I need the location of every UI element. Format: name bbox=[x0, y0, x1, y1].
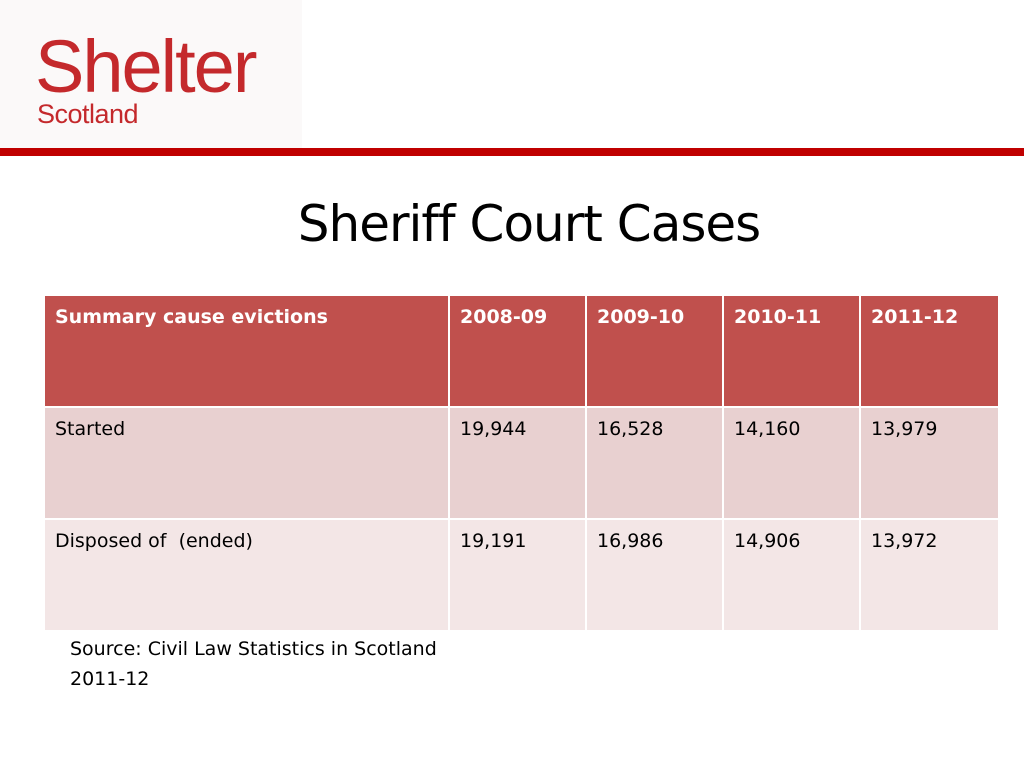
table-cell: 14,160 bbox=[722, 406, 861, 520]
table-row: Disposed of (ended) 19,191 16,986 14,906… bbox=[43, 518, 1000, 632]
column-header: 2009-10 bbox=[585, 294, 724, 408]
table-row: Started 19,944 16,528 14,160 13,979 bbox=[43, 406, 1000, 520]
row-label: Disposed of (ended) bbox=[43, 518, 450, 632]
table-cell: 19,944 bbox=[448, 406, 587, 520]
logo: Shelter Scotland bbox=[0, 0, 302, 148]
table-cell: 19,191 bbox=[448, 518, 587, 632]
source-line: 2011-12 bbox=[70, 668, 150, 690]
column-header: 2010-11 bbox=[722, 294, 861, 408]
table-cell: 14,906 bbox=[722, 518, 861, 632]
data-table: Summary cause evictions 2008-09 2009-10 … bbox=[43, 294, 1000, 632]
source-note: Source: Civil Law Statistics in Scotland… bbox=[70, 634, 490, 694]
column-header: 2008-09 bbox=[448, 294, 587, 408]
source-line: Source: Civil Law Statistics in Scotland bbox=[70, 638, 437, 660]
column-header: 2011-12 bbox=[859, 294, 1000, 408]
column-header: Summary cause evictions bbox=[43, 294, 450, 408]
table-cell: 16,528 bbox=[585, 406, 724, 520]
logo-wordmark: Shelter bbox=[35, 25, 257, 108]
logo-subtitle: Scotland bbox=[37, 99, 139, 129]
row-label: Started bbox=[43, 406, 450, 520]
table-cell: 13,972 bbox=[859, 518, 1000, 632]
header-divider bbox=[0, 148, 1024, 156]
table-cell: 16,986 bbox=[585, 518, 724, 632]
table-header-row: Summary cause evictions 2008-09 2009-10 … bbox=[43, 294, 1000, 408]
page-title: Sheriff Court Cases bbox=[297, 195, 761, 253]
table-cell: 13,979 bbox=[859, 406, 1000, 520]
